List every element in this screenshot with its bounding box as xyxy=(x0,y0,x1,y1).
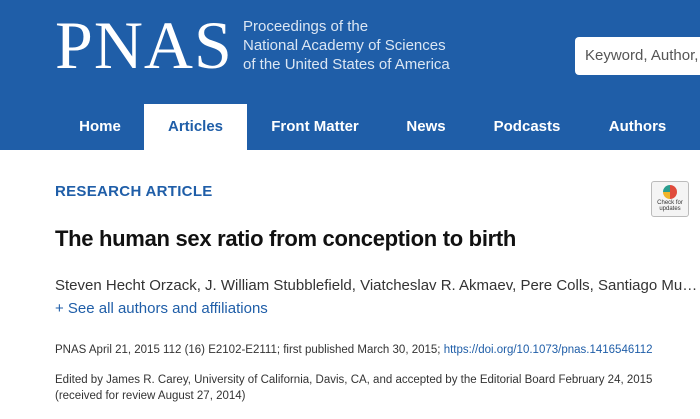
nav-item[interactable]: News xyxy=(406,118,446,135)
citation: PNAS April 21, 2015 112 (16) E2102-E2111… xyxy=(55,344,653,356)
article-type: RESEARCH ARTICLE xyxy=(55,183,213,200)
search-placeholder: Keyword, Author, xyxy=(585,47,699,64)
nav-item[interactable]: Authors xyxy=(608,118,667,135)
edited-note: Edited by James R. Carey, University of … xyxy=(55,374,653,386)
nav-item[interactable]: Front Matter xyxy=(271,118,359,135)
nav-item[interactable]: Articles xyxy=(144,104,247,150)
subtitle: National Academy of Sciences xyxy=(243,37,446,54)
subtitle: Proceedings of the xyxy=(243,18,369,35)
authors: Steven Hecht Orzack, J. William Stubblef… xyxy=(55,277,698,294)
authors-toggle[interactable]: + See all authors and affiliations xyxy=(55,300,268,317)
badge-icon xyxy=(663,185,677,199)
edited-note: (received for review August 27, 2014) xyxy=(55,390,246,402)
badge-text: updates xyxy=(659,206,681,212)
nav-item[interactable]: Home xyxy=(79,118,121,135)
subtitle: of the United States of America xyxy=(243,56,450,73)
doi-link[interactable]: https://doi.org/10.1073/pnas.1416546112 xyxy=(443,344,653,356)
nav-item[interactable]: Podcasts xyxy=(493,118,561,135)
badge-text: Check for xyxy=(657,200,683,206)
logo[interactable]: PNAS xyxy=(55,7,233,83)
article-title: The human sex ratio from conception to b… xyxy=(55,226,517,251)
citation-text: PNAS April 21, 2015 112 (16) E2102-E2111… xyxy=(55,344,444,356)
header: PNAS Proceedings of the National Academy… xyxy=(0,0,700,150)
search-box[interactable]: Keyword, Author, xyxy=(575,37,700,75)
check-updates-badge[interactable]: Check for updates xyxy=(651,181,689,217)
